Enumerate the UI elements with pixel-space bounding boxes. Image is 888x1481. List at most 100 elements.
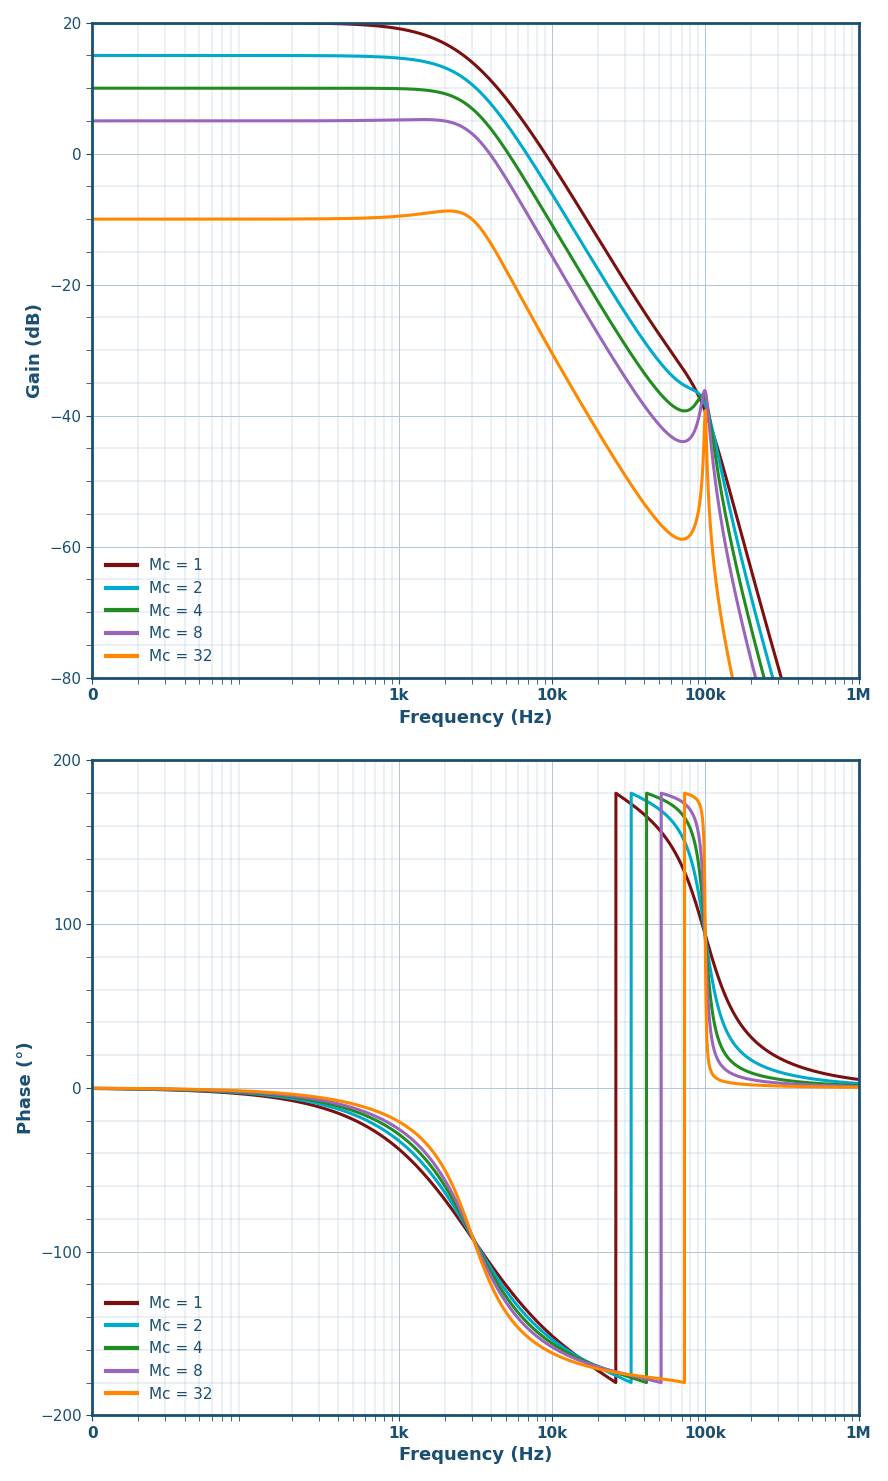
Mc = 4 bbox=[535, 195, 545, 213]
Mc = 4 bbox=[296, 80, 306, 98]
Mc = 1 bbox=[674, 852, 685, 869]
Mc = 4 bbox=[641, 1374, 652, 1392]
Mc = 4 bbox=[674, 401, 685, 419]
Mc = 4 bbox=[535, 1325, 545, 1343]
Line: Mc = 2: Mc = 2 bbox=[0, 55, 859, 743]
Mc = 8 bbox=[767, 735, 778, 752]
Mc = 2 bbox=[853, 1075, 864, 1093]
Mc = 1 bbox=[496, 84, 507, 102]
Line: Mc = 1: Mc = 1 bbox=[0, 22, 859, 743]
X-axis label: Frequency (Hz): Frequency (Hz) bbox=[399, 1447, 552, 1465]
Mc = 1 bbox=[535, 136, 545, 154]
Mc = 4 bbox=[853, 1077, 864, 1094]
Mc = 2 bbox=[24, 46, 35, 64]
Y-axis label: Gain (dB): Gain (dB) bbox=[26, 302, 44, 397]
Mc = 2 bbox=[535, 1321, 545, 1339]
Mc = 32 bbox=[496, 253, 507, 271]
Legend: Mc = 1, Mc = 2, Mc = 4, Mc = 8, Mc = 32: Mc = 1, Mc = 2, Mc = 4, Mc = 8, Mc = 32 bbox=[100, 552, 218, 669]
Mc = 1 bbox=[24, 13, 35, 31]
Mc = 4 bbox=[627, 1368, 638, 1386]
Mc = 8 bbox=[24, 1080, 35, 1097]
Mc = 4 bbox=[853, 735, 864, 752]
Mc = 32 bbox=[679, 785, 690, 803]
Mc = 8 bbox=[535, 227, 545, 244]
Mc = 1 bbox=[795, 735, 805, 752]
Mc = 32 bbox=[674, 1373, 685, 1391]
Mc = 32 bbox=[628, 478, 638, 496]
Mc = 4 bbox=[776, 735, 787, 752]
Mc = 1 bbox=[535, 1315, 545, 1333]
Mc = 4 bbox=[496, 135, 507, 153]
Mc = 32 bbox=[627, 1365, 638, 1383]
Mc = 8 bbox=[674, 791, 685, 809]
Mc = 32 bbox=[296, 210, 306, 228]
Mc = 1 bbox=[853, 735, 864, 752]
Mc = 4 bbox=[24, 1080, 35, 1097]
Mc = 1 bbox=[296, 15, 306, 33]
Mc = 4 bbox=[674, 803, 685, 820]
Mc = 32 bbox=[674, 530, 685, 548]
Mc = 8 bbox=[296, 1089, 306, 1106]
Mc = 2 bbox=[496, 1277, 507, 1294]
Line: Mc = 4: Mc = 4 bbox=[0, 794, 859, 1383]
Mc = 32 bbox=[443, 201, 454, 219]
Line: Mc = 4: Mc = 4 bbox=[0, 89, 859, 743]
Mc = 32 bbox=[296, 1086, 306, 1103]
Mc = 8 bbox=[655, 1374, 666, 1392]
Mc = 2 bbox=[627, 315, 638, 333]
Mc = 4 bbox=[641, 785, 652, 803]
Mc = 32 bbox=[742, 735, 753, 752]
Mc = 1 bbox=[627, 284, 638, 302]
Line: Mc = 32: Mc = 32 bbox=[0, 794, 859, 1383]
Mc = 32 bbox=[679, 1374, 690, 1392]
Mc = 8 bbox=[853, 735, 864, 752]
Line: Mc = 32: Mc = 32 bbox=[0, 210, 859, 743]
Mc = 4 bbox=[296, 1090, 306, 1108]
Mc = 32 bbox=[535, 323, 545, 341]
Mc = 1 bbox=[611, 785, 622, 803]
Mc = 4 bbox=[496, 1281, 507, 1299]
Mc = 2 bbox=[496, 110, 507, 127]
Mc = 32 bbox=[24, 210, 35, 228]
Mc = 1 bbox=[853, 1071, 864, 1089]
Mc = 8 bbox=[656, 785, 667, 803]
Mc = 32 bbox=[853, 735, 864, 752]
Mc = 2 bbox=[24, 1080, 35, 1097]
Mc = 1 bbox=[628, 797, 638, 815]
Mc = 1 bbox=[24, 1080, 35, 1097]
Mc = 2 bbox=[296, 1091, 306, 1109]
Mc = 8 bbox=[535, 1330, 545, 1348]
Mc = 2 bbox=[628, 785, 638, 803]
X-axis label: Frequency (Hz): Frequency (Hz) bbox=[399, 708, 552, 727]
Mc = 8 bbox=[496, 1287, 507, 1305]
Mc = 32 bbox=[535, 1337, 545, 1355]
Mc = 2 bbox=[786, 735, 797, 752]
Mc = 8 bbox=[627, 1367, 638, 1385]
Mc = 8 bbox=[416, 111, 427, 129]
Line: Mc = 8: Mc = 8 bbox=[0, 120, 859, 743]
Line: Mc = 2: Mc = 2 bbox=[0, 794, 859, 1383]
Mc = 1 bbox=[496, 1271, 507, 1288]
Mc = 32 bbox=[853, 1078, 864, 1096]
Mc = 1 bbox=[296, 1093, 306, 1111]
Mc = 1 bbox=[610, 1374, 621, 1392]
Mc = 8 bbox=[853, 1078, 864, 1096]
Mc = 2 bbox=[626, 785, 637, 803]
Mc = 8 bbox=[496, 163, 507, 181]
Mc = 1 bbox=[674, 354, 685, 372]
Mc = 2 bbox=[674, 373, 685, 391]
Mc = 8 bbox=[674, 432, 685, 450]
Mc = 2 bbox=[535, 166, 545, 184]
Legend: Mc = 1, Mc = 2, Mc = 4, Mc = 8, Mc = 32: Mc = 1, Mc = 2, Mc = 4, Mc = 8, Mc = 32 bbox=[100, 1290, 218, 1408]
Mc = 2 bbox=[296, 47, 306, 65]
Mc = 4 bbox=[24, 80, 35, 98]
Mc = 4 bbox=[627, 348, 638, 366]
Mc = 2 bbox=[853, 735, 864, 752]
Mc = 8 bbox=[628, 381, 638, 398]
Mc = 2 bbox=[626, 1374, 637, 1392]
Y-axis label: Phase (°): Phase (°) bbox=[17, 1041, 35, 1134]
Line: Mc = 8: Mc = 8 bbox=[0, 794, 859, 1383]
Mc = 32 bbox=[496, 1297, 507, 1315]
Mc = 2 bbox=[674, 822, 685, 840]
Line: Mc = 1: Mc = 1 bbox=[0, 794, 859, 1383]
